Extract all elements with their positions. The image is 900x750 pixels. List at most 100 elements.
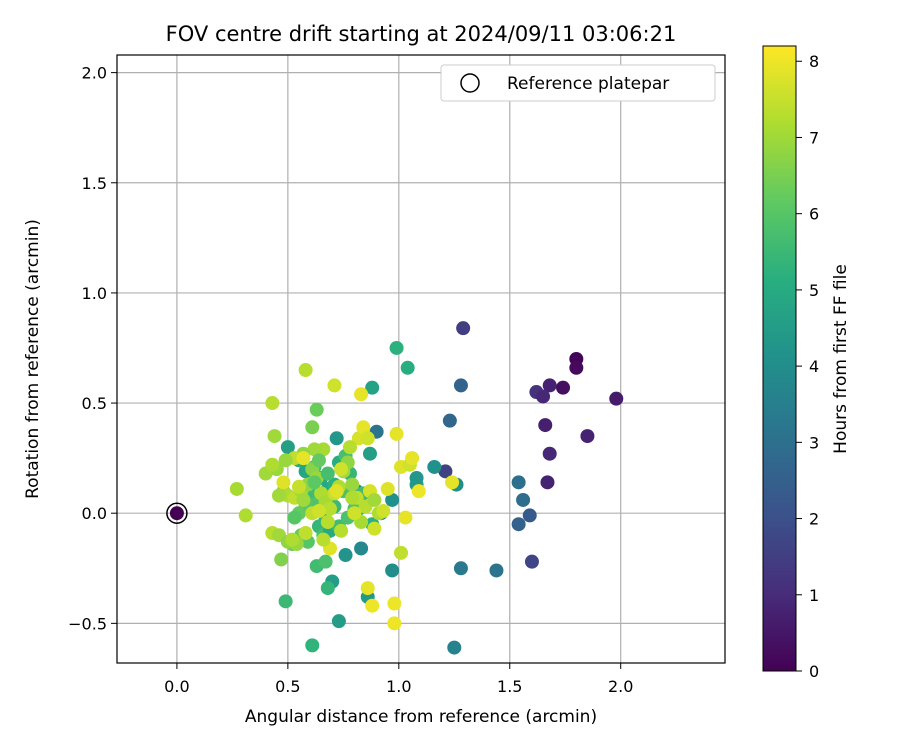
data-point <box>298 526 313 541</box>
data-point <box>356 420 371 435</box>
colorbar-tick-label: 3 <box>809 433 819 452</box>
data-point <box>367 521 382 536</box>
y-tick-label: 0.0 <box>82 504 107 523</box>
data-point <box>580 429 595 444</box>
data-point <box>522 508 537 523</box>
data-point <box>291 479 306 494</box>
data-point <box>265 396 280 411</box>
data-points <box>229 321 624 655</box>
legend-box <box>440 64 716 102</box>
data-point <box>405 451 420 466</box>
x-axis-label: Angular distance from reference (arcmin) <box>245 707 597 727</box>
x-tick-label: 1.0 <box>386 677 411 696</box>
data-point <box>307 442 322 457</box>
y-tick-label: 1.5 <box>82 174 107 193</box>
data-point <box>380 481 395 496</box>
x-tick-label: 2.0 <box>608 677 633 696</box>
data-point <box>329 431 344 446</box>
colorbar: 0 1 2 3 4 5 6 7 8 Hours from first FF file <box>762 45 851 681</box>
data-point <box>365 598 380 613</box>
data-point <box>238 508 253 523</box>
data-point <box>511 475 526 490</box>
data-point <box>442 413 457 428</box>
colorbar-tick-label: 8 <box>809 52 819 71</box>
data-point <box>569 360 584 375</box>
reference-point-marker <box>169 506 184 521</box>
y-tick-label: −0.5 <box>68 614 107 633</box>
reference-point-ring <box>166 502 188 524</box>
data-point <box>453 561 468 576</box>
data-point <box>389 340 404 355</box>
data-point <box>489 563 504 578</box>
data-point <box>305 638 320 653</box>
axis-ticks: 0.0 0.5 1.0 1.5 2.0 −0.5 0.0 0.5 1.0 1.5 2.0 <box>68 64 633 696</box>
data-point <box>445 475 460 490</box>
data-point <box>538 418 553 433</box>
data-point <box>320 515 335 530</box>
data-point <box>411 484 426 499</box>
data-point <box>365 380 380 395</box>
data-point <box>229 481 244 496</box>
data-point <box>296 451 311 466</box>
data-point <box>427 459 442 474</box>
data-point <box>376 504 391 518</box>
colorbar-tick-label: 6 <box>809 205 819 224</box>
data-point <box>318 554 333 569</box>
data-point <box>274 552 289 567</box>
colorbar-gradient <box>762 45 797 672</box>
data-point <box>267 429 282 444</box>
data-point <box>285 532 300 547</box>
data-point <box>362 446 377 461</box>
data-point <box>367 492 382 507</box>
data-point <box>331 614 346 629</box>
data-point <box>540 475 555 490</box>
colorbar-tick-label: 0 <box>809 662 819 681</box>
data-point <box>453 378 468 393</box>
data-point <box>394 545 409 560</box>
data-point <box>311 504 326 518</box>
data-point <box>360 581 375 596</box>
data-point <box>345 490 360 505</box>
data-point <box>342 440 357 455</box>
data-point <box>398 510 413 525</box>
data-point <box>265 457 280 472</box>
x-tick-label: 0.0 <box>164 677 189 696</box>
data-point <box>278 453 293 468</box>
data-point <box>327 378 342 393</box>
data-point <box>276 475 291 490</box>
data-point <box>542 446 557 461</box>
x-tick-label: 0.5 <box>275 677 300 696</box>
data-point <box>296 492 311 507</box>
data-point <box>516 492 531 507</box>
data-point <box>347 506 362 521</box>
colorbar-label: Hours from first FF file <box>831 264 851 454</box>
data-point <box>511 517 526 532</box>
plot-frame <box>116 54 726 664</box>
data-point <box>389 426 404 441</box>
y-tick-label: 0.5 <box>82 394 107 413</box>
colorbar-tick-label: 4 <box>809 357 819 376</box>
data-point <box>556 380 571 395</box>
colorbar-tick-label: 2 <box>809 510 819 529</box>
colorbar-tick-label: 7 <box>809 128 819 147</box>
data-point <box>387 616 402 631</box>
data-point <box>271 488 286 503</box>
data-point <box>345 477 360 492</box>
data-point <box>338 548 353 563</box>
data-point <box>305 420 320 435</box>
chart-title: FOV centre drift starting at 2024/09/11 … <box>166 22 677 46</box>
data-point <box>320 581 335 596</box>
data-point <box>323 501 338 516</box>
data-point <box>307 475 322 490</box>
data-point <box>334 523 349 538</box>
colorbar-ticks: 0 1 2 3 4 5 6 7 8 <box>796 52 819 681</box>
data-point <box>387 596 402 611</box>
reference-point <box>166 502 188 524</box>
colorbar-tick-label: 1 <box>809 586 819 605</box>
data-point <box>385 563 400 578</box>
data-point <box>278 594 293 609</box>
data-point <box>542 378 557 393</box>
data-point <box>309 402 324 417</box>
